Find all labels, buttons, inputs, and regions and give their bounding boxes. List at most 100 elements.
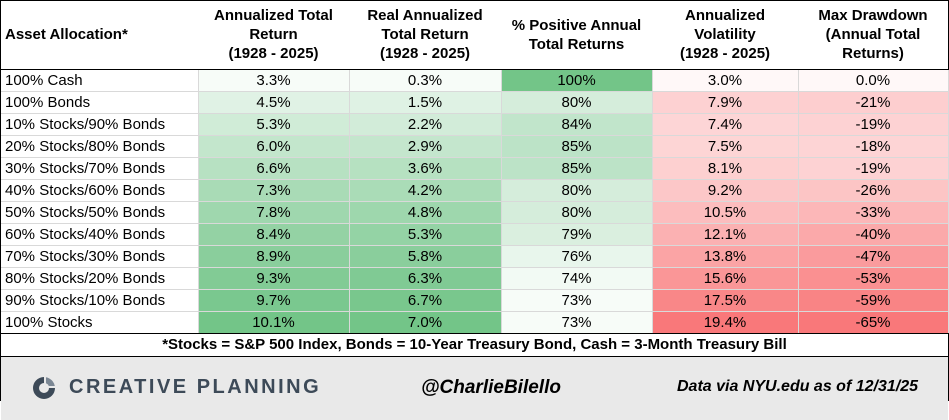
table-body: 100% Cash 3.3% 0.3% 100% 3.0% 0.0% 100% Bonds 4… (1, 69, 949, 334)
cell-annualized-return: 6.6% (198, 157, 350, 180)
cell-allocation-label: 80% Stocks/20% Bonds (1, 267, 199, 290)
table-row: 90% Stocks/10% Bonds 9.7% 6.7% 73% 17.5% -59% (1, 289, 949, 312)
header-line: Real Annualized (367, 7, 483, 25)
cell-volatility: 7.9% (652, 91, 799, 114)
creative-planning-logo: CREATIVE PLANNING (31, 375, 321, 401)
cell-allocation-label: 50% Stocks/50% Bonds (1, 201, 199, 224)
table-row: 100% Cash 3.3% 0.3% 100% 3.0% 0.0% (1, 69, 949, 92)
cell-real-return: 4.8% (349, 201, 502, 224)
cell-max-drawdown: -26% (798, 179, 949, 202)
cell-volatility: 19.4% (652, 311, 799, 334)
table-row: 100% Bonds 4.5% 1.5% 80% 7.9% -21% (1, 91, 949, 114)
header-line: Return (249, 26, 298, 44)
header-line: Volatility (694, 26, 756, 44)
cell-real-return: 6.3% (349, 267, 502, 290)
cell-max-drawdown: -47% (798, 245, 949, 268)
table-row: 30% Stocks/70% Bonds 6.6% 3.6% 85% 8.1% -19% (1, 157, 949, 180)
cell-annualized-return: 8.4% (198, 223, 350, 246)
author-handle: @CharlieBilello (421, 376, 561, 398)
cell-annualized-return: 6.0% (198, 135, 350, 158)
cell-max-drawdown: -40% (798, 223, 949, 246)
header-line: (1928 - 2025) (679, 45, 771, 63)
cell-max-drawdown: -33% (798, 201, 949, 224)
cell-pct-positive: 79% (501, 223, 653, 246)
data-source: Data via NYU.edu as of 12/31/25 (677, 377, 918, 395)
cell-pct-positive: 84% (501, 113, 653, 136)
header-line: Total Returns (528, 35, 625, 53)
cell-annualized-return: 5.3% (198, 113, 350, 136)
cell-allocation-label: 10% Stocks/90% Bonds (1, 113, 199, 136)
cell-pct-positive: 100% (501, 69, 653, 92)
cell-annualized-return: 4.5% (198, 91, 350, 114)
cell-real-return: 5.3% (349, 223, 502, 246)
cell-annualized-return: 9.3% (198, 267, 350, 290)
cell-allocation-label: 30% Stocks/70% Bonds (1, 157, 199, 180)
cell-pct-positive: 80% (501, 179, 653, 202)
cell-pct-positive: 80% (501, 91, 653, 114)
cell-volatility: 3.0% (652, 69, 799, 92)
table-row: 70% Stocks/30% Bonds 8.9% 5.8% 76% 13.8% -47% (1, 245, 949, 268)
table-row: 50% Stocks/50% Bonds 7.8% 4.8% 80% 10.5% -33% (1, 201, 949, 224)
header-line: (Annual Total (825, 26, 921, 44)
cell-allocation-label: 100% Stocks (1, 311, 199, 334)
cell-annualized-return: 9.7% (198, 289, 350, 312)
cell-max-drawdown: -18% (798, 135, 949, 158)
logo-text: CREATIVE PLANNING (69, 376, 322, 398)
creative-planning-logo-icon (33, 376, 55, 399)
cell-real-return: 3.6% (349, 157, 502, 180)
table-row: 100% Stocks 10.1% 7.0% 73% 19.4% -65% (1, 311, 949, 334)
table-row: 10% Stocks/90% Bonds 5.3% 2.2% 84% 7.4% -19% (1, 113, 949, 136)
table-row: 20% Stocks/80% Bonds 6.0% 2.9% 85% 7.5% -18% (1, 135, 949, 158)
cell-annualized-return: 7.8% (198, 201, 350, 224)
cell-volatility: 15.6% (652, 267, 799, 290)
cell-allocation-label: 20% Stocks/80% Bonds (1, 135, 199, 158)
cell-volatility: 13.8% (652, 245, 799, 268)
table-row: 40% Stocks/60% Bonds 7.3% 4.2% 80% 9.2% -26% (1, 179, 949, 202)
header-line: Annualized Total (214, 7, 333, 25)
cell-allocation-label: 70% Stocks/30% Bonds (1, 245, 199, 268)
cell-annualized-return: 10.1% (198, 311, 350, 334)
cell-annualized-return: 7.3% (198, 179, 350, 202)
cell-real-return: 2.2% (349, 113, 502, 136)
cell-pct-positive: 73% (501, 311, 653, 334)
cell-allocation-label: 60% Stocks/40% Bonds (1, 223, 199, 246)
cell-pct-positive: 74% (501, 267, 653, 290)
cell-max-drawdown: -21% (798, 91, 949, 114)
cell-pct-positive: 80% (501, 201, 653, 224)
cell-annualized-return: 8.9% (198, 245, 350, 268)
cell-max-drawdown: -53% (798, 267, 949, 290)
footnote: *Stocks = S&P 500 Index, Bonds = 10-Year… (1, 334, 948, 357)
cell-allocation-label: 100% Bonds (1, 91, 199, 114)
cell-real-return: 4.2% (349, 179, 502, 202)
cell-pct-positive: 73% (501, 289, 653, 312)
header-line: (1928 - 2025) (228, 45, 319, 63)
cell-pct-positive: 76% (501, 245, 653, 268)
cell-volatility: 17.5% (652, 289, 799, 312)
cell-real-return: 1.5% (349, 91, 502, 114)
header-line: (1928 - 2025) (379, 45, 471, 63)
cell-volatility: 8.1% (652, 157, 799, 180)
cell-volatility: 12.1% (652, 223, 799, 246)
cell-volatility: 10.5% (652, 201, 799, 224)
cell-allocation-label: 100% Cash (1, 69, 199, 92)
header-line: Annualized (684, 7, 765, 25)
cell-max-drawdown: -59% (798, 289, 949, 312)
cell-real-return: 2.9% (349, 135, 502, 158)
header-line: % Positive Annual (511, 16, 642, 34)
cell-allocation-label: 90% Stocks/10% Bonds (1, 289, 199, 312)
cell-max-drawdown: 0.0% (798, 69, 949, 92)
cell-real-return: 5.8% (349, 245, 502, 268)
table-row: 60% Stocks/40% Bonds 8.4% 5.3% 79% 12.1% -40% (1, 223, 949, 246)
cell-max-drawdown: -19% (798, 113, 949, 136)
table-row: 80% Stocks/20% Bonds 9.3% 6.3% 74% 15.6% -53% (1, 267, 949, 290)
header-line: Max Drawdown (818, 7, 928, 25)
allocation-table: Asset Allocation* Annualized Total Retur… (1, 1, 949, 334)
header-asset-allocation-text: Asset Allocation* (5, 26, 128, 44)
cell-volatility: 7.4% (652, 113, 799, 136)
cell-real-return: 6.7% (349, 289, 502, 312)
cell-real-return: 0.3% (349, 69, 502, 92)
cell-max-drawdown: -65% (798, 311, 949, 334)
cell-pct-positive: 85% (501, 135, 653, 158)
header-real-annualized-total-return: Real Annualized Total Return (1928 - 202… (349, 1, 501, 70)
